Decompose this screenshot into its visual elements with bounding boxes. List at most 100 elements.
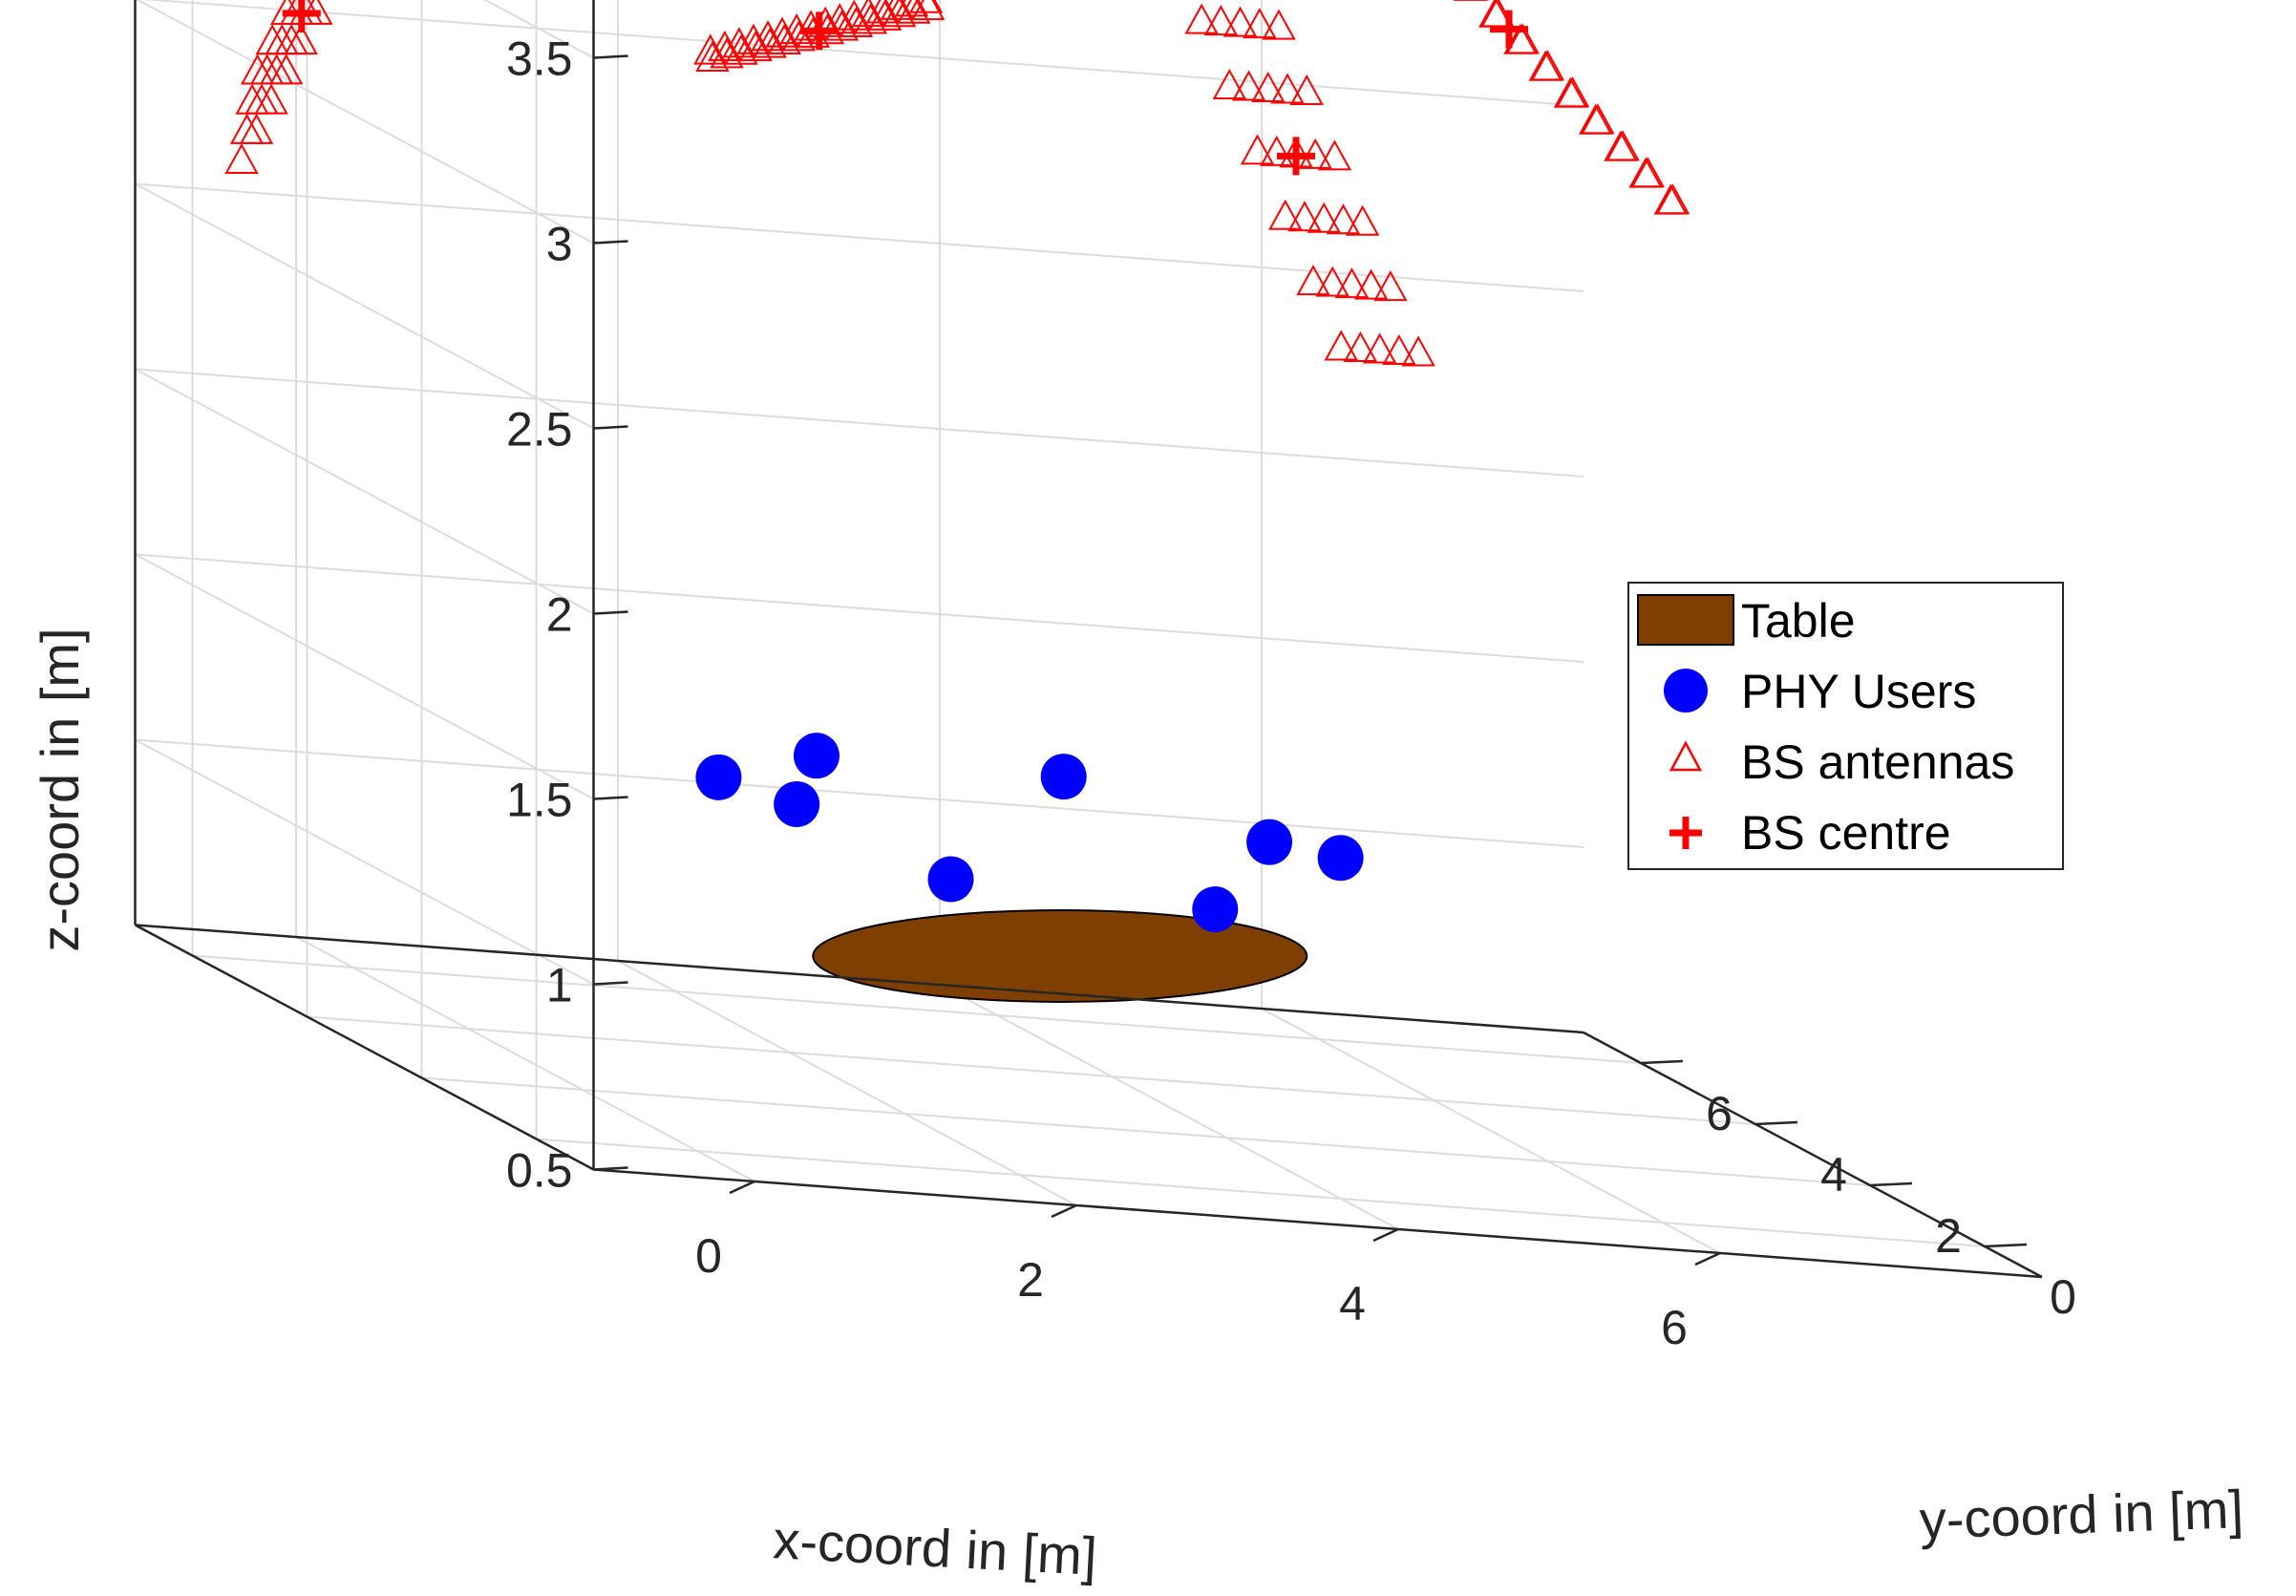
bs-antenna-marker [1345,204,1380,236]
bs-antenna-marker [1343,330,1378,363]
z-tick [593,425,628,430]
x-tick [1694,1251,1721,1266]
x-axis-line [593,1168,2043,1279]
marker-layer [224,0,1690,933]
y-tick-label: 2 [1935,1209,1962,1263]
legend-antennas-label: BS antennas [1741,735,2014,789]
bs-antenna-marker [851,0,886,28]
table-layer [812,908,1308,1003]
grid-line-z [135,368,594,615]
bs-antenna-marker [736,23,771,54]
bs-antenna-marker [1289,74,1324,106]
bs-antenna-marker [240,53,275,85]
y-tick [1754,1120,1798,1126]
axes-frame: 0.5 1 1.5 2 2.5 3 3.5 0 2 4 6 0 2 4 6 [134,0,2076,1354]
bs-antenna-marker [1382,333,1416,366]
bs-antenna-marker [1260,135,1294,166]
bs-antenna-marker [229,113,265,144]
grid-line-z [135,182,1584,292]
phy-user-marker [1246,819,1293,865]
grid-line-y [192,954,1642,1064]
z-tick [593,1166,628,1171]
y-tick [1869,1181,1913,1187]
z-tick [593,54,628,59]
x-tick [1051,1203,1077,1219]
bs-antenna-marker [1307,202,1341,233]
bs-antenna-marker [765,16,799,48]
y-tick [1984,1243,2028,1248]
z-tick [593,981,628,986]
z-tick [593,610,628,615]
grid-line-x [295,936,755,1182]
bs-antenna-marker [1184,3,1219,34]
bs-antenna-marker [1326,203,1361,235]
x-tick [1372,1227,1399,1243]
bs-antenna-marker [865,0,901,24]
bs-antenna-marker [908,0,944,13]
bs-antenna-marker [1240,134,1275,165]
bs-antenna-marker [1296,265,1330,296]
bs-antenna-marker [1270,73,1305,104]
grid-line-z [135,553,1584,663]
z-tick [593,240,628,245]
y-tick-label: 4 [1820,1148,1847,1202]
bs-antenna-marker [255,24,289,55]
grid-line-x [939,984,1399,1230]
z-tick-label: 0.5 [506,1144,573,1198]
bs-antenna-marker [837,0,871,31]
bs-antenna-marker [693,33,728,65]
bs-antenna-marker [722,27,756,58]
bs-antenna-marker [1287,201,1322,232]
bs-antenna-marker [695,40,730,72]
bs-antenna-marker [1222,6,1258,37]
bs-antenna-marker [1203,5,1239,36]
x-tick-label: 4 [1339,1277,1366,1330]
z-tick-label: 3.5 [506,32,573,86]
x-tick-label: 0 [695,1229,722,1283]
z-tick-label: 3 [546,218,573,271]
x-tick-label: 6 [1661,1301,1688,1354]
y-tick [1640,1059,1684,1065]
grid-line-z [136,0,594,245]
bs-antenna-marker [1262,9,1296,40]
grid-line-z [135,368,1584,478]
table-ellipse [812,908,1308,1003]
phy-user-marker [793,733,840,779]
grid-line-z [135,182,594,430]
grid-line-y [307,1015,1756,1125]
bs-antenna-marker [1373,270,1408,302]
bs-antenna-marker [1231,70,1266,101]
phy-user-marker [1040,754,1087,800]
bs-antenna-marker [1315,266,1350,297]
bs-antenna-marker [880,0,915,20]
legend-table-label: Table [1741,594,1856,648]
grid-line-y [536,1138,1986,1247]
bs-antenna-marker [1581,103,1615,135]
phy-user-marker [695,754,742,800]
box-edge [134,924,595,1171]
grid-line-z [141,0,1584,107]
x-tick-label: 2 [1017,1253,1044,1307]
bs-antenna-marker [1353,268,1389,300]
bs-antenna-marker [1251,71,1286,103]
phy-user-marker [1317,835,1364,882]
bs-array-4 [1453,0,1690,215]
legend-antennas-marker [1669,740,1703,772]
z-axis-label: z-coord in [m] [30,628,90,951]
bs-antenna-marker [1605,130,1640,161]
grid-line-x [1261,1008,1721,1254]
bs-centre-marker [799,11,839,51]
bs-antenna-marker [235,83,269,115]
grid-line-z [135,738,594,986]
phy-user-marker [774,780,820,827]
bs-antenna-marker [751,20,785,52]
grid-line-z [482,0,594,59]
legend-users-marker [1664,669,1708,713]
bs-antenna-marker [894,0,929,17]
grid-line-y [421,1076,1871,1186]
y-tick-label: 0 [2050,1270,2076,1324]
phy-user-marker [1192,886,1239,933]
legend-table-swatch [1637,594,1734,646]
bs-antenna-marker [1555,76,1590,108]
